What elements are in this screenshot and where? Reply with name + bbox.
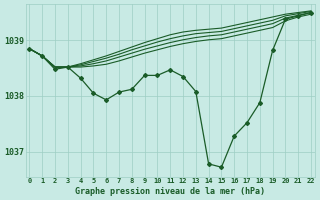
- X-axis label: Graphe pression niveau de la mer (hPa): Graphe pression niveau de la mer (hPa): [75, 187, 265, 196]
